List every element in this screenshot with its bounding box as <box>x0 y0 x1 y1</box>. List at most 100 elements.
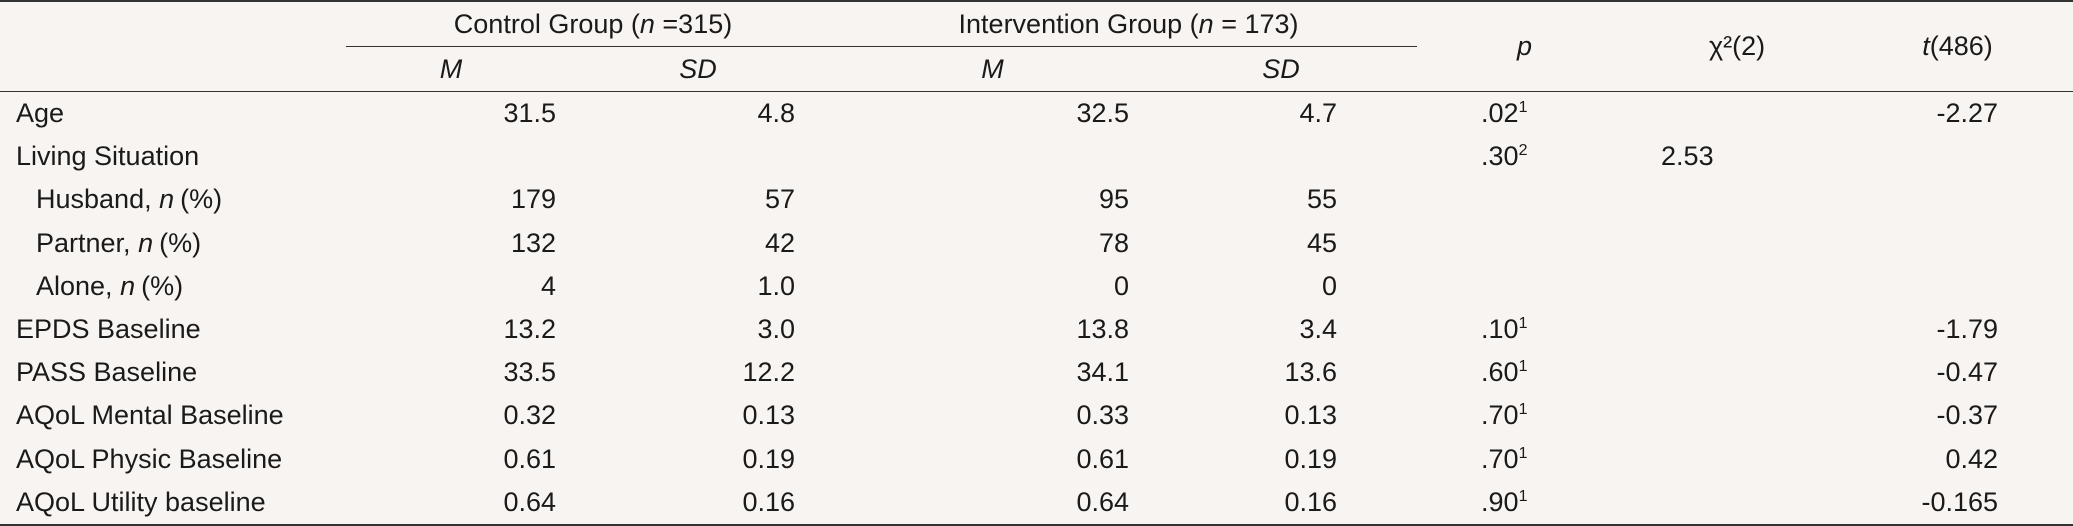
intervention-group-label: Intervention Group ( <box>958 8 1199 39</box>
p-value: .30 <box>1481 141 1519 172</box>
row-label-suffix: (%) <box>159 227 202 258</box>
intervention-sd-cell: 13.6 <box>1284 357 1338 388</box>
t-value-cell <box>1842 178 2073 221</box>
t-value-cell: -1.79 <box>1936 314 1999 345</box>
control-m-cell: 31.5 <box>503 98 556 129</box>
table-row: Living Situation .302 2.53 <box>0 135 2073 178</box>
t-symbol: t <box>1922 31 1930 61</box>
row-label-n-symbol: n <box>120 270 136 301</box>
row-label: PASS Baseline <box>0 351 346 394</box>
intervention-group-n-symbol: n <box>1198 8 1214 39</box>
p-value-cell <box>1417 265 1632 308</box>
table-row: Partner, n (%) 132 42 78 45 <box>0 222 2073 265</box>
intervention-sd-header: SD <box>1145 46 1418 92</box>
p-value: .70 <box>1481 443 1519 474</box>
intervention-m-cell: 0 <box>1113 270 1130 301</box>
control-group-n-symbol: n <box>639 8 655 39</box>
intervention-m-cell <box>840 135 1145 178</box>
t-value-cell: 0.42 <box>1945 443 1999 474</box>
intervention-m-cell: 95 <box>1098 184 1130 215</box>
table-row: AQoL Physic Baseline 0.61 0.19 0.61 0.19 .701… <box>0 438 2073 481</box>
row-label-text: AQoL Mental Baseline <box>16 400 284 431</box>
row-label-suffix: (%) <box>141 270 184 301</box>
intervention-sd-cell: 0.13 <box>1284 400 1338 431</box>
row-label: Age <box>0 92 346 136</box>
intervention-m-cell: 34.1 <box>1076 357 1130 388</box>
row-label: EPDS Baseline <box>0 308 346 351</box>
control-sd-cell: 57 <box>764 184 796 215</box>
control-sd-cell: 42 <box>764 227 796 258</box>
intervention-m-cell: 32.5 <box>1076 98 1130 129</box>
chi-square-cell <box>1632 351 1842 394</box>
header-row-stats: M SD M SD <box>0 46 2073 92</box>
intervention-sd-cell <box>1145 135 1417 178</box>
table-row: PASS Baseline 33.5 12.2 34.1 13.6 .601 -0.47 <box>0 351 2073 394</box>
p-value-cell: .701 <box>1417 394 1632 437</box>
control-m-cell <box>346 135 556 178</box>
control-m-cell: 0.64 <box>346 480 556 526</box>
p-value-cell <box>1417 178 1632 221</box>
header-row-groups: Control Group (n =315) Intervention Grou… <box>0 0 2073 92</box>
control-m-cell: 0.61 <box>503 443 556 474</box>
control-m-cell: 132 <box>510 227 556 258</box>
p-value-cell: .302 <box>1417 135 1632 178</box>
control-sd-cell: 0.16 <box>556 480 841 526</box>
control-sd-cell: 3.0 <box>757 314 796 345</box>
control-m-cell: 33.5 <box>503 357 556 388</box>
row-label: AQoL Mental Baseline <box>0 394 346 437</box>
chi-square-cell <box>1632 265 1842 308</box>
chi-square-cell <box>1632 178 1842 221</box>
row-label-text: EPDS Baseline <box>16 314 201 345</box>
t-value-cell: -2.27 <box>1936 98 1999 129</box>
chi-square-cell <box>1632 438 1842 481</box>
chi-square-cell <box>1632 394 1842 437</box>
row-label-text: Partner, <box>36 227 139 258</box>
t-df: (486) <box>1929 31 1993 61</box>
table-row: Husband, n (%) 179 57 95 55 <box>0 178 2073 221</box>
row-label: Alone, n (%) <box>0 265 346 308</box>
control-sd-cell: 12.2 <box>742 357 796 388</box>
p-value-footnote-marker: 1 <box>1518 444 1528 462</box>
intervention-sd-cell: 55 <box>1306 184 1338 215</box>
row-label-text: Age <box>16 98 65 129</box>
table-body: Age 31.5 4.8 32.5 4.7.021 -2.27 Living Situati… <box>0 92 2073 526</box>
control-m-cell: 0.32 <box>503 400 556 431</box>
t-value-cell: -0.47 <box>1936 357 1999 388</box>
control-group-label: Control Group ( <box>453 8 640 39</box>
row-label: AQoL Utility baseline <box>0 480 346 526</box>
t-value-cell: -0.165 <box>1842 480 2073 526</box>
chi-square-cell <box>1632 480 1843 526</box>
chi-square-cell <box>1632 308 1842 351</box>
row-label-suffix: (%) <box>180 184 223 215</box>
p-value-cell <box>1417 222 1632 265</box>
table-row: Age 31.5 4.8 32.5 4.7 .021 -2.27 <box>0 92 2073 136</box>
intervention-m-cell: 78 <box>1098 227 1130 258</box>
control-sd-cell <box>556 135 840 178</box>
table-row: Alone, n (%) 4 1.0 0 0 <box>0 265 2073 308</box>
intervention-group-n-value: = 173) <box>1213 8 1299 39</box>
p-value-footnote-marker: 2 <box>1518 142 1528 160</box>
t-value-cell: -0.37 <box>1936 400 1999 431</box>
p-value: .60 <box>1481 357 1519 388</box>
control-m-cell: 179 <box>510 184 556 215</box>
p-value-cell: .701 <box>1417 438 1632 481</box>
chi-square-cell <box>1632 222 1842 265</box>
row-label-text: PASS Baseline <box>16 357 198 388</box>
p-value-cell: .901 <box>1417 480 1633 526</box>
table-row: AQoL Utility baseline 0.64 0.16 0.64 0.16.90… <box>0 480 2073 526</box>
table-row: EPDS Baseline 13.2 3.0 13.8 3.4 .101 -1.79 <box>0 308 2073 351</box>
control-m-cell: 13.2 <box>503 314 556 345</box>
row-label-text: AQoL Utility baseline <box>16 486 266 517</box>
row-label-n-symbol: n <box>159 184 175 215</box>
p-value: .90 <box>1481 486 1519 517</box>
row-label-text: Alone, <box>36 270 121 301</box>
p-value-footnote-marker: 1 <box>1518 315 1528 333</box>
p-value-footnote-marker: 1 <box>1518 358 1528 376</box>
row-label: Partner, n (%) <box>0 222 346 265</box>
row-label: Living Situation <box>0 135 346 178</box>
intervention-m-cell: 13.8 <box>1076 314 1130 345</box>
header-empty-cell <box>0 0 346 47</box>
control-m-header: M <box>346 46 556 92</box>
